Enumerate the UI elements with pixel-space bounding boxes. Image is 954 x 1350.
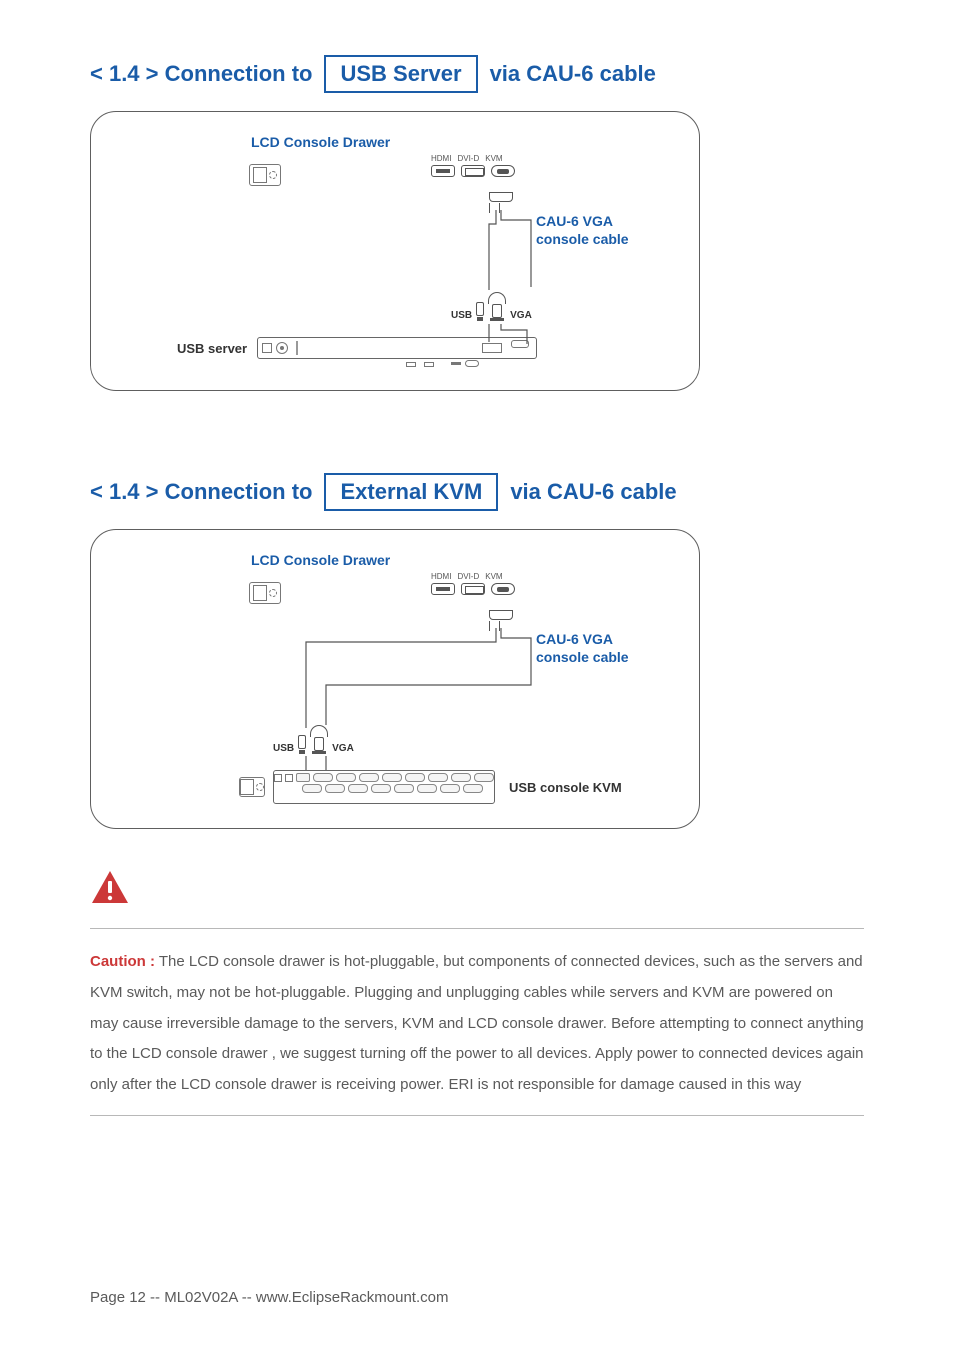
vga-connector-icon bbox=[314, 737, 324, 751]
kvm-front-icon bbox=[239, 777, 265, 797]
hdmi-port-icon bbox=[431, 165, 455, 177]
vga-connector-icon bbox=[492, 304, 502, 318]
drawer-title: LCD Console Drawer bbox=[251, 552, 669, 568]
heading-boxed: External KVM bbox=[324, 473, 498, 511]
hdmi-port-icon bbox=[431, 583, 455, 595]
vga-label: VGA bbox=[332, 743, 354, 754]
drawer-front-icon bbox=[249, 164, 281, 186]
port-icons bbox=[431, 583, 515, 595]
usb-connector-icon bbox=[298, 735, 306, 754]
kvm-label: KVM bbox=[485, 154, 502, 163]
section1-heading: < 1.4 > Connection to USB Server via CAU… bbox=[90, 55, 864, 93]
diagram1-frame: LCD Console Drawer HDMI DVI-D KVM CAU-6 … bbox=[90, 111, 700, 391]
heading-post: via CAU-6 cable bbox=[490, 61, 656, 87]
cable-label-line2: console cable bbox=[536, 230, 629, 248]
dvi-port-icon bbox=[461, 165, 485, 177]
heading-post: via CAU-6 cable bbox=[510, 479, 676, 505]
heading-pre: < 1.4 > Connection to bbox=[90, 61, 312, 87]
caution-hr-bottom bbox=[90, 1115, 864, 1116]
usb-label: USB bbox=[451, 310, 472, 321]
usb-console-kvm-label: USB console KVM bbox=[509, 780, 622, 795]
heading-boxed: USB Server bbox=[324, 55, 477, 93]
dvid-label: DVI-D bbox=[457, 154, 479, 163]
db15-top-icon bbox=[489, 192, 513, 202]
cable-label-line2: console cable bbox=[536, 648, 629, 666]
cable-label-line1: CAU-6 VGA bbox=[536, 212, 629, 230]
cable-loop-icon bbox=[310, 725, 328, 737]
usb-connector-icon bbox=[476, 302, 484, 321]
heading-pre: < 1.4 > Connection to bbox=[90, 479, 312, 505]
diagram2-frame: LCD Console Drawer HDMI DVI-D KVM CAU-6 … bbox=[90, 529, 700, 829]
usb-label: USB bbox=[273, 743, 294, 754]
kvm-port-icon bbox=[491, 165, 515, 177]
kvm-label: KVM bbox=[485, 572, 502, 581]
vga-label: VGA bbox=[510, 310, 532, 321]
hdmi-label: HDMI bbox=[431, 572, 451, 581]
port-labels: HDMI DVI-D KVM bbox=[431, 572, 515, 581]
db15-top-icon bbox=[489, 610, 513, 620]
caution-icon bbox=[90, 869, 130, 905]
drawer-front-icon bbox=[249, 582, 281, 604]
cable-loop-icon bbox=[488, 292, 506, 304]
caution-body: The LCD console drawer is hot-pluggable,… bbox=[90, 953, 864, 1093]
caution-label: Caution : bbox=[90, 953, 155, 970]
dvi-port-icon bbox=[461, 583, 485, 595]
kvm-switch-icon bbox=[273, 770, 495, 804]
section2-heading: < 1.4 > Connection to External KVM via C… bbox=[90, 473, 864, 511]
usb-server-label: USB server bbox=[177, 341, 247, 356]
page-footer: Page 12 -- ML02V02A -- www.EclipseRackmo… bbox=[90, 1289, 448, 1306]
usb-server-icon bbox=[257, 337, 537, 359]
cable-label-line1: CAU-6 VGA bbox=[536, 630, 629, 648]
hdmi-label: HDMI bbox=[431, 154, 451, 163]
caution-hr-top bbox=[90, 928, 864, 929]
kvm-port-icon bbox=[491, 583, 515, 595]
port-labels: HDMI DVI-D KVM bbox=[431, 154, 515, 163]
drawer-title: LCD Console Drawer bbox=[251, 134, 669, 150]
port-icons bbox=[431, 165, 515, 177]
dvid-label: DVI-D bbox=[457, 572, 479, 581]
caution-text: Caution : The LCD console drawer is hot-… bbox=[90, 947, 864, 1101]
